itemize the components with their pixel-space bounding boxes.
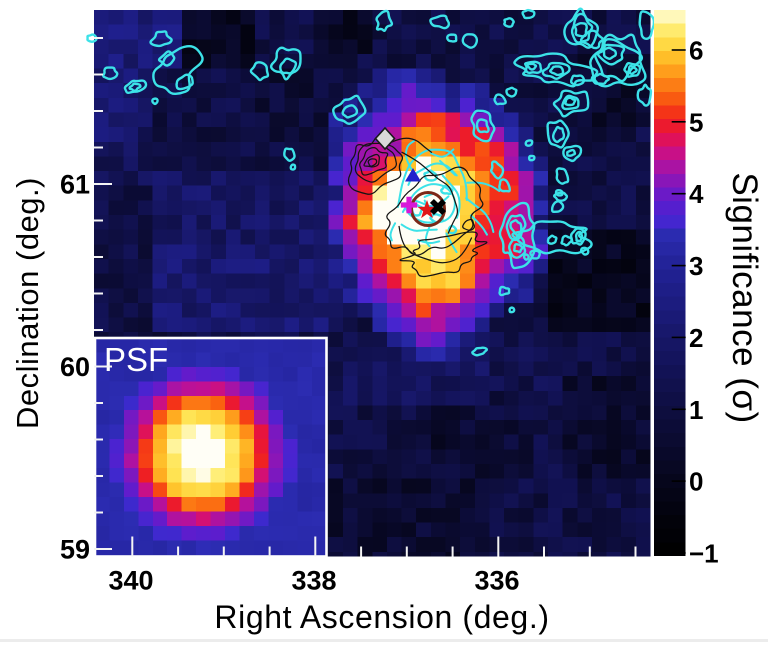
svg-text:1: 1 bbox=[689, 395, 703, 425]
svg-text:Significance (σ): Significance (σ) bbox=[725, 172, 764, 423]
svg-text:Declination (deg.): Declination (deg.) bbox=[10, 177, 45, 429]
svg-text:59: 59 bbox=[60, 535, 90, 565]
svg-text:6: 6 bbox=[689, 36, 703, 66]
svg-text:0: 0 bbox=[689, 467, 703, 497]
svg-text:−1: −1 bbox=[689, 539, 719, 569]
svg-text:338: 338 bbox=[291, 566, 336, 596]
svg-text:4: 4 bbox=[689, 179, 704, 209]
svg-text:Right Ascension (deg.): Right Ascension (deg.) bbox=[214, 599, 549, 635]
svg-text:61: 61 bbox=[60, 170, 90, 200]
svg-text:340: 340 bbox=[108, 566, 153, 596]
svg-text:60: 60 bbox=[60, 352, 90, 382]
svg-text:3: 3 bbox=[689, 251, 703, 281]
svg-text:2: 2 bbox=[689, 323, 703, 353]
svg-text:5: 5 bbox=[689, 107, 703, 137]
svg-text:PSF: PSF bbox=[104, 341, 168, 378]
svg-text:336: 336 bbox=[474, 566, 519, 596]
